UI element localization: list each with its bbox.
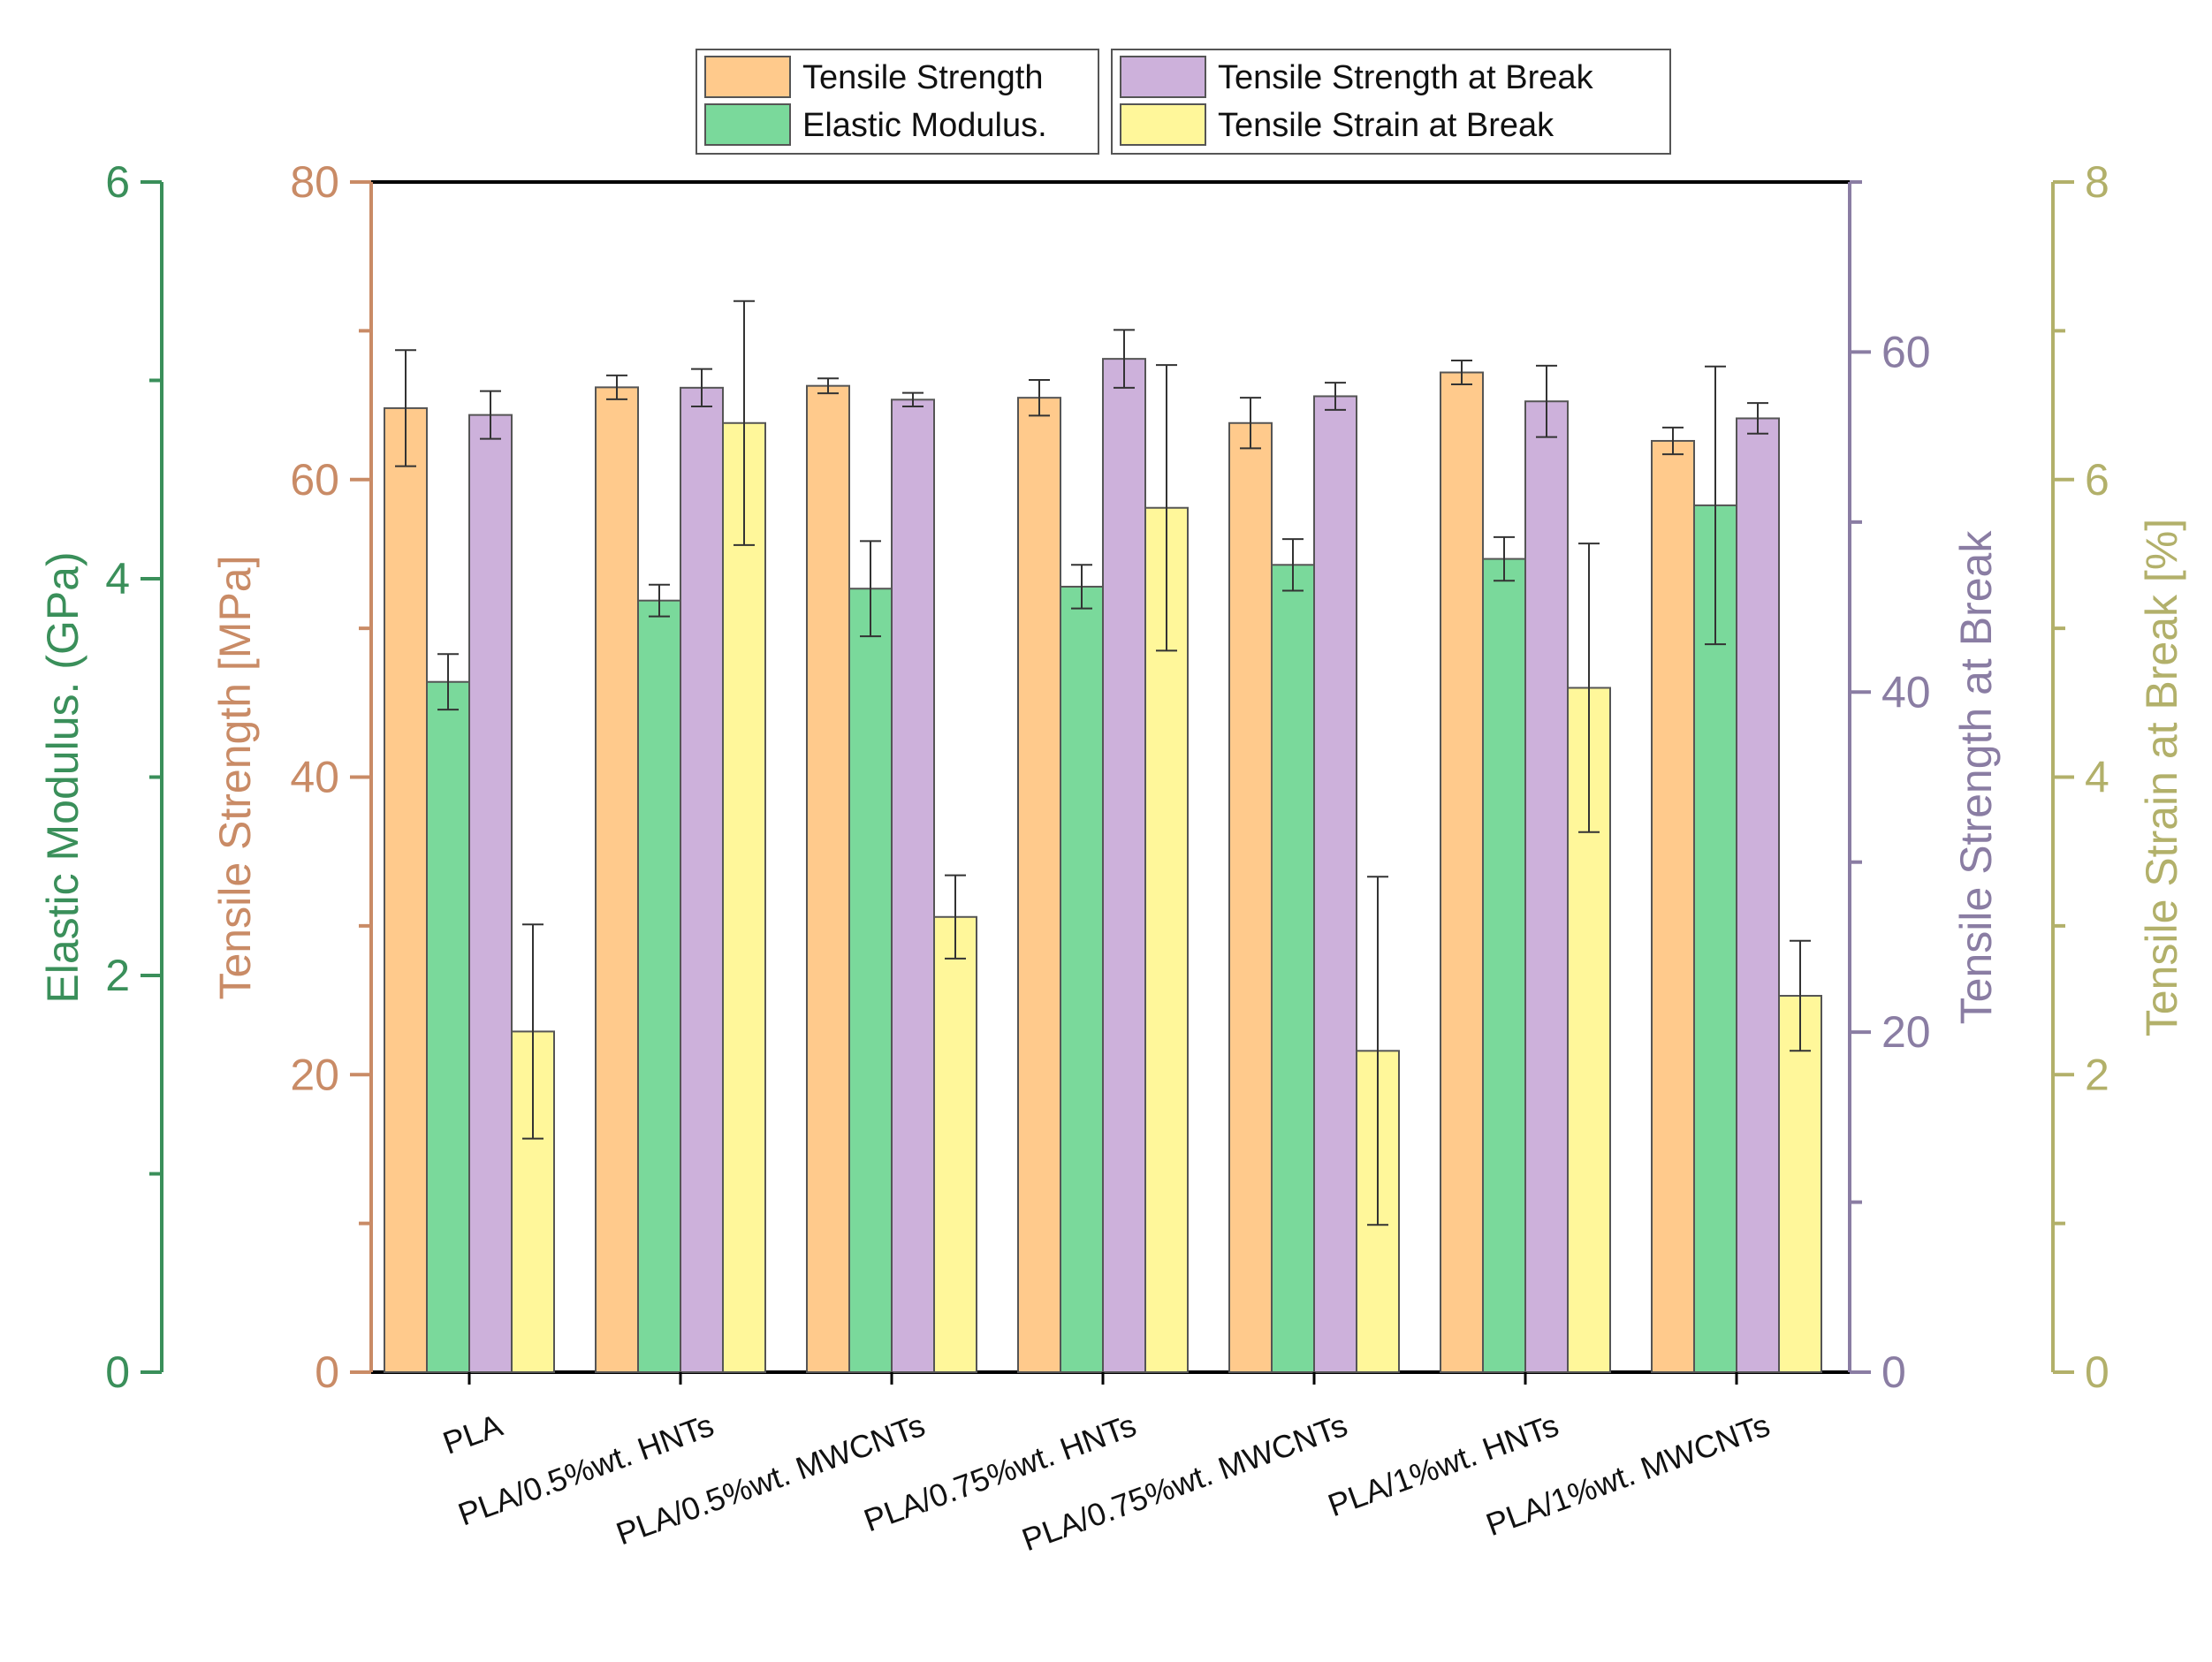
bar-elastic-modulus: [848, 588, 893, 1373]
bar-tensile-strength-break: [468, 414, 513, 1373]
bar-elastic-modulus: [426, 680, 470, 1373]
category-label: PLA: [438, 1407, 507, 1461]
tensile-strength-tick-label: 0: [315, 1347, 339, 1397]
tensile-strength-tick-label: 60: [290, 455, 339, 505]
legend-label-tensile-strength-break: Tensile Strength at Break: [1218, 59, 1594, 96]
tensile-strength-tick-label: 20: [290, 1050, 339, 1099]
tensile-strain-break-tick-label: 6: [2085, 455, 2109, 505]
legend-swatch-elastic-modulus: [704, 103, 791, 146]
legend-label-elastic-modulus: Elastic Modulus.: [802, 107, 1047, 144]
tensile-strain-break-tick-label: 0: [2085, 1347, 2109, 1397]
tensile-strength-tick-label: 80: [290, 157, 339, 207]
bar-tensile-strength: [1228, 421, 1273, 1374]
bar-tensile-strength: [1440, 371, 1484, 1373]
legend-label-tensile-strength: Tensile Strength: [802, 59, 1044, 96]
elastic-modulus-tick-label: 0: [105, 1347, 130, 1397]
bar-tensile-strength: [384, 406, 428, 1373]
bar-tensile-strength-break: [1524, 400, 1569, 1373]
bar-elastic-modulus: [1060, 585, 1104, 1373]
elastic-modulus-tick-label: 2: [105, 951, 130, 1000]
elastic-modulus-axis-title: Elastic Modulus. (GPa): [38, 551, 87, 1003]
bar-tensile-strain-break: [1778, 995, 1822, 1373]
bar-tensile-strain-break: [1144, 506, 1189, 1373]
bar-tensile-strain-break: [722, 421, 766, 1374]
bar-tensile-strength: [595, 386, 639, 1373]
bar-tensile-strength-break: [891, 398, 935, 1373]
bar-tensile-strength-break: [1102, 358, 1146, 1373]
bar-tensile-strength-break: [1736, 417, 1780, 1373]
tensile-strain-break-tick-label: 4: [2085, 753, 2109, 802]
tensile-strain-break-tick-label: 8: [2085, 157, 2109, 207]
bar-elastic-modulus: [1482, 558, 1526, 1373]
bar-tensile-strength: [1017, 397, 1061, 1373]
bar-tensile-strength: [1651, 439, 1695, 1373]
bar-tensile-strain-break: [933, 915, 977, 1373]
tensile-strength-tick-label: 40: [290, 753, 339, 802]
elastic-modulus-tick-label: 6: [105, 157, 130, 207]
bar-tensile-strength-break: [1313, 395, 1357, 1374]
legend-swatch-tensile-strength: [704, 56, 791, 98]
bar-elastic-modulus: [637, 599, 681, 1373]
tensile-strain-break-axis-title: Tensile Strain at Break [%]: [2137, 519, 2186, 1036]
elastic-modulus-tick-label: 4: [105, 554, 130, 603]
tensile-strength-break-tick-label: 60: [1881, 327, 1931, 376]
bar-tensile-strength: [806, 384, 850, 1374]
bar-elastic-modulus: [1271, 564, 1315, 1373]
tensile-strength-break-tick-label: 20: [1881, 1007, 1931, 1057]
tensile-strength-break-axis-title: Tensile Strength at Break: [1951, 530, 2001, 1025]
legend-swatch-tensile-strength-break: [1120, 56, 1206, 98]
legend-swatch-tensile-strain-break: [1120, 103, 1206, 146]
tensile-strength-axis-title: Tensile Strength [MPa]: [210, 555, 260, 999]
tensile-strain-break-tick-label: 2: [2085, 1050, 2109, 1099]
tensile-strength-break-tick-label: 40: [1881, 667, 1931, 717]
tensile-strength-break-tick-label: 0: [1881, 1347, 1906, 1397]
bar-tensile-strength-break: [680, 386, 724, 1373]
bar-elastic-modulus: [1693, 504, 1737, 1373]
legend-label-tensile-strain-break: Tensile Strain at Break: [1218, 107, 1554, 144]
